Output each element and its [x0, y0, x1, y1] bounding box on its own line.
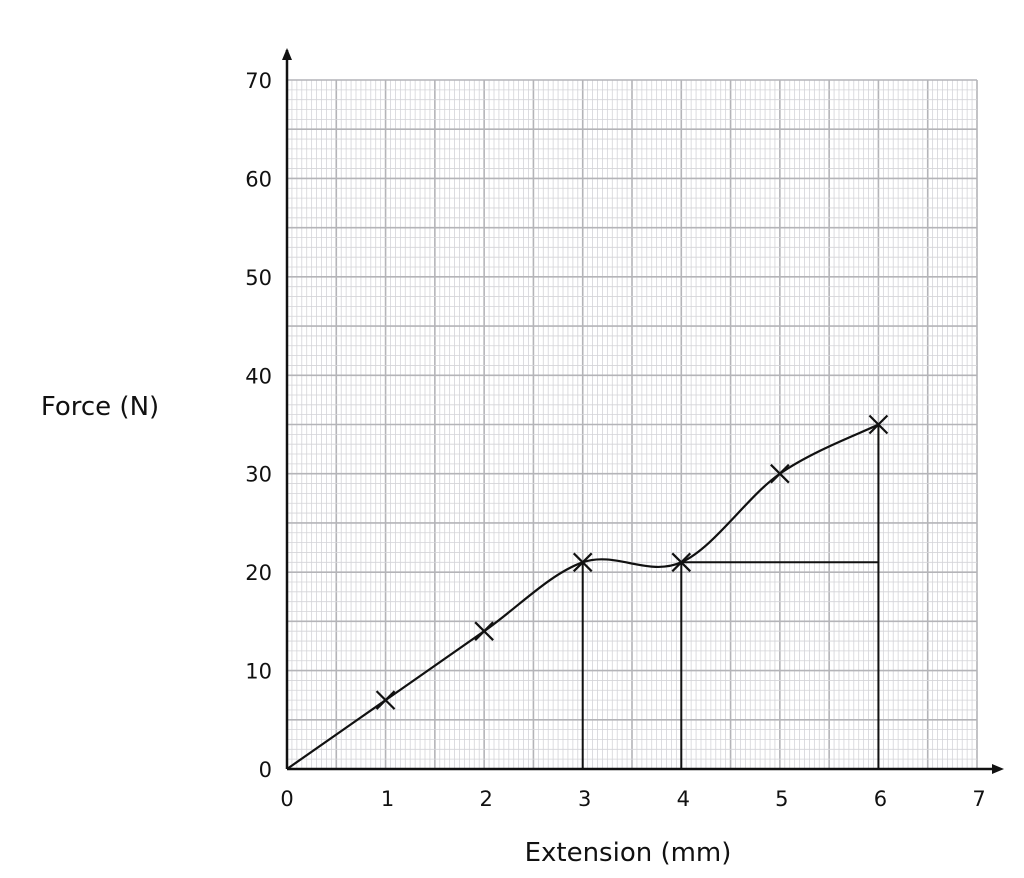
data-marks: [286, 414, 889, 770]
data-point-cross: [572, 552, 593, 573]
x-axis-arrow-icon: [992, 764, 1004, 774]
y-tick-label: 70: [245, 69, 272, 93]
x-tick-label: 0: [280, 787, 293, 811]
x-tick-label: 3: [578, 787, 591, 811]
y-tick-label: 0: [259, 758, 272, 782]
data-point-cross: [868, 414, 889, 435]
x-tick-label: 1: [381, 787, 394, 811]
x-tick-label: 5: [775, 787, 788, 811]
data-point-cross: [770, 463, 790, 484]
x-tick-label: 7: [972, 787, 985, 811]
y-tick-label: 40: [245, 364, 272, 388]
x-axis-label: Extension (mm): [525, 838, 732, 868]
data-point-cross: [474, 621, 494, 641]
y-axis-arrow-icon: [282, 48, 292, 60]
y-tick-label: 10: [245, 660, 272, 684]
x-tick-label: 2: [479, 787, 492, 811]
y-axis-label: Force (N): [41, 392, 159, 422]
y-tick-label: 60: [245, 167, 272, 191]
data-point-cross: [671, 552, 692, 573]
grid: [286, 79, 978, 770]
y-tick-label: 50: [245, 266, 272, 290]
y-tick-label: 30: [245, 463, 272, 487]
x-tick-label: 6: [874, 787, 887, 811]
data-point-cross: [375, 690, 396, 710]
y-tick-label: 20: [245, 561, 272, 585]
x-tick-label: 4: [677, 787, 690, 811]
axes: [282, 48, 1004, 774]
